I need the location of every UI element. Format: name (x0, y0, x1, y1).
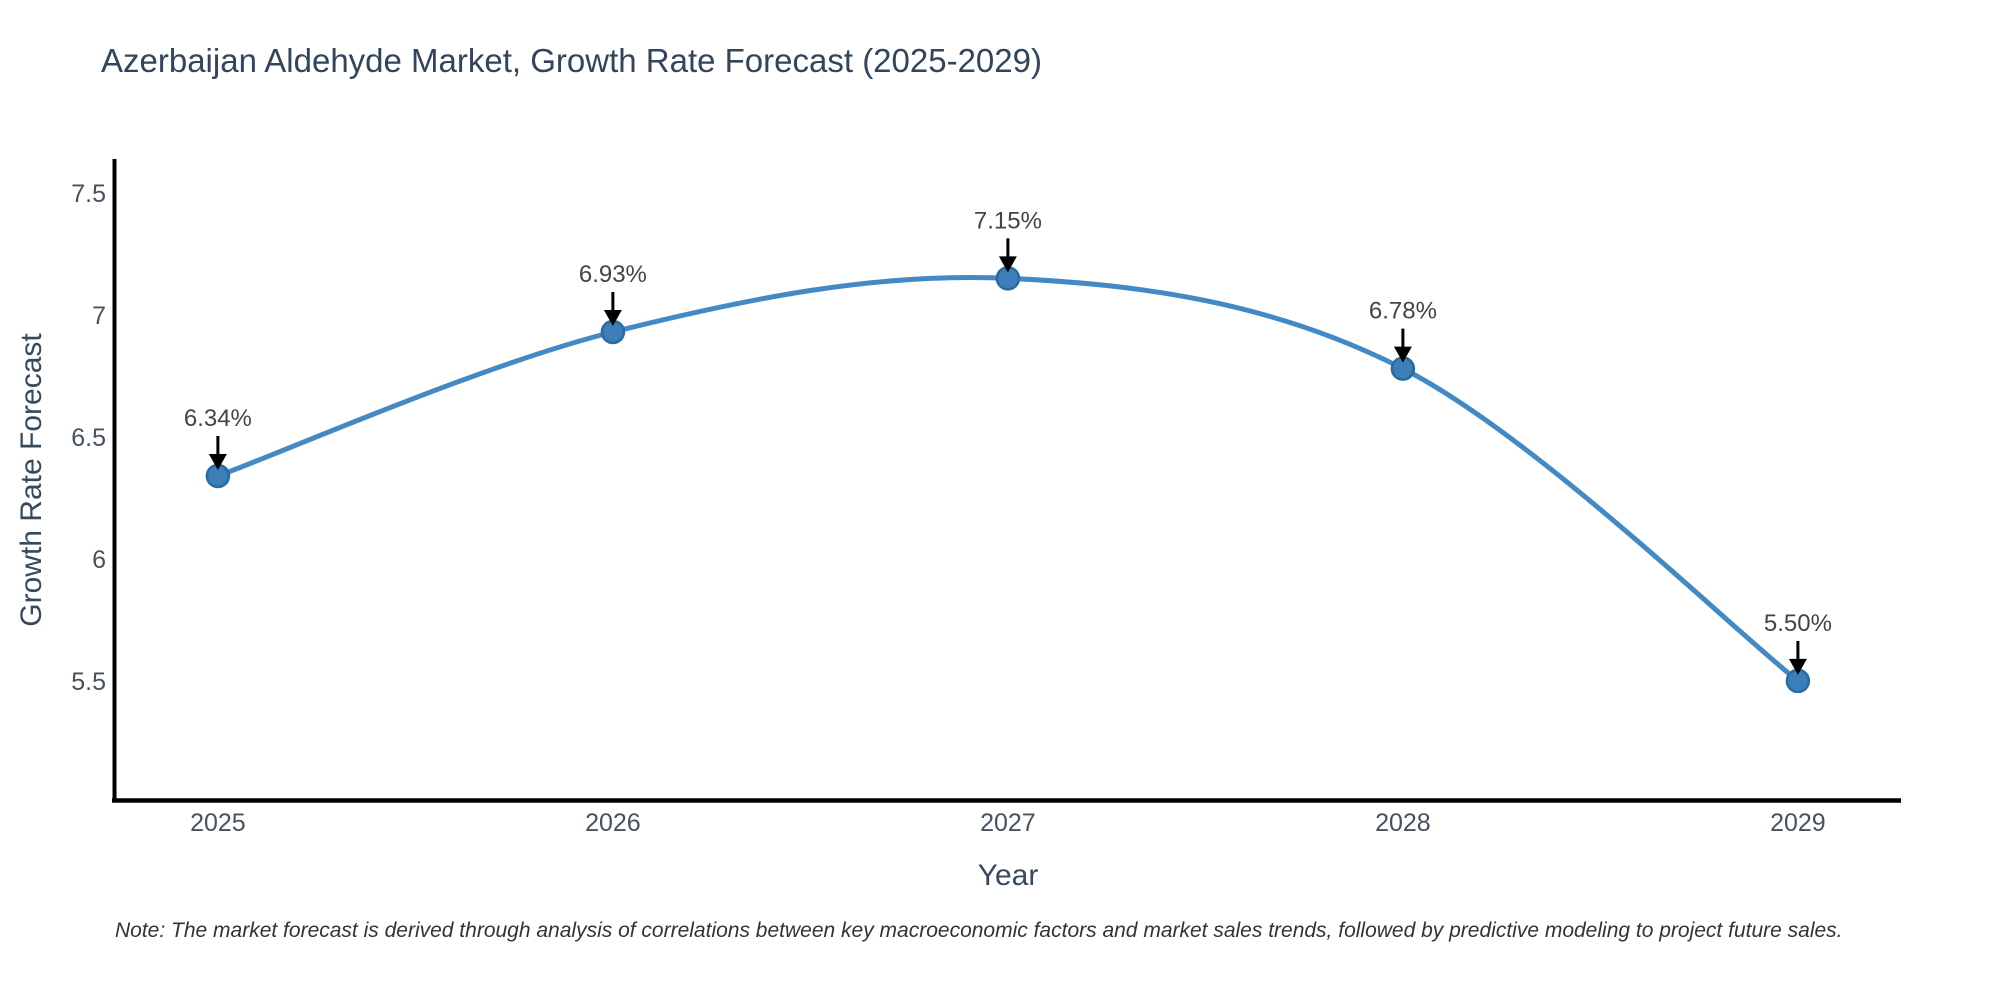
chart-note: Note: The market forecast is derived thr… (115, 919, 1843, 942)
y-tick-label: 7.5 (71, 180, 106, 208)
x-tick-label: 2028 (1375, 809, 1431, 837)
annotation-label: 5.50% (1764, 610, 1832, 637)
y-tick-label: 6.5 (71, 424, 106, 452)
x-axis-title: Year (977, 859, 1039, 892)
x-tick-label: 2027 (980, 809, 1036, 837)
y-axis-title: Growth Rate Forecast (15, 333, 48, 627)
series-line (215, 274, 1801, 684)
annotation-label: 6.93% (579, 261, 647, 288)
x-tick-label: 2025 (190, 809, 246, 837)
x-tick-label: 2029 (1770, 809, 1826, 837)
annotation-label: 7.15% (974, 207, 1042, 234)
annotation-arrow-head (998, 256, 1017, 273)
y-tick-label: 7 (92, 302, 106, 330)
annotation-arrow-head (603, 309, 622, 326)
y-tick-label: 5.5 (71, 668, 106, 696)
annotation-arrow-head (208, 453, 227, 470)
x-tick-label: 2026 (585, 809, 641, 837)
annotation-label: 6.34% (184, 405, 252, 432)
annotation-arrow-head (1788, 658, 1807, 675)
annotation-arrow-head (1393, 346, 1412, 363)
annotation-label: 6.78% (1369, 298, 1437, 325)
chart-title: Azerbaijan Aldehyde Market, Growth Rate … (101, 42, 1042, 79)
y-tick-label: 6 (92, 546, 106, 574)
